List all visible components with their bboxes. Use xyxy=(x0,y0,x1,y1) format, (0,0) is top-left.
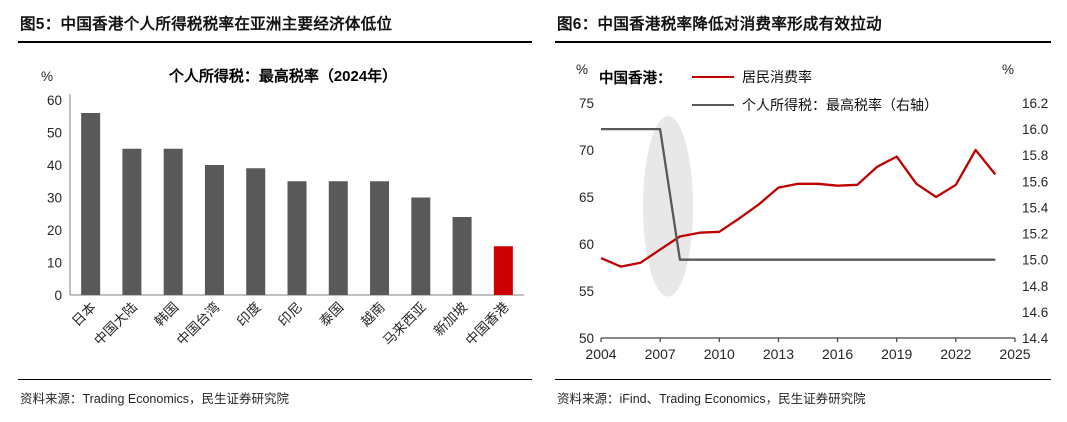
fig5-y-tick: 40 xyxy=(47,158,62,173)
fig5-source: 资料来源：Trading Economics，民生证券研究院 xyxy=(18,379,532,407)
bar-马来西亚 xyxy=(411,197,431,295)
fig5-x-label-日本: 日本 xyxy=(69,299,99,329)
fig6-right-tick: 14.4 xyxy=(1022,331,1049,346)
bar-越南 xyxy=(370,181,390,295)
figure-5: 图5：中国香港个人所得税税率在亚洲主要经济体低位 个人所得税：最高税率（2024… xyxy=(18,10,532,422)
fig6-x-tick: 2010 xyxy=(704,346,735,362)
fig5-chart-title: 个人所得税：最高税率（2024年） xyxy=(168,67,397,85)
fig6-right-tick: 15.6 xyxy=(1022,174,1048,189)
fig5-y-tick: 20 xyxy=(47,223,62,238)
bar-中国台湾 xyxy=(204,165,224,295)
figure-6: 图6：中国香港税率降低对消费率形成有效拉动 50 55 60 65 70 75 14.4 14… xyxy=(555,10,1051,422)
fig5-y-tick: 30 xyxy=(47,191,62,206)
fig6-x-tick: 2007 xyxy=(645,346,676,362)
fig6-x-tick: 2025 xyxy=(999,346,1030,362)
bar-泰国 xyxy=(328,181,348,295)
fig6-chart-area: 50 55 60 65 70 75 14.4 14.6 14.8 15.0 15.2 15.4 15.6… xyxy=(555,45,1051,377)
fig6-right-tick: 16.0 xyxy=(1022,122,1048,137)
fig5-x-label-泰国: 泰国 xyxy=(317,300,347,330)
fig5-y-tick: 50 xyxy=(47,126,62,141)
fig6-left-tick: 70 xyxy=(579,143,594,158)
highlight-ellipse xyxy=(643,116,694,297)
bar-日本 xyxy=(81,113,101,295)
fig6-right-tick: 15.8 xyxy=(1022,148,1048,163)
series-line-right xyxy=(601,127,996,261)
bar-印度 xyxy=(246,168,266,295)
fig5-y-tick: 10 xyxy=(47,256,62,271)
fig6-right-tick: 16.2 xyxy=(1022,96,1048,111)
bar-韩国 xyxy=(163,148,183,295)
fig5-x-label-韩国: 韩国 xyxy=(152,300,182,330)
bar-新加坡 xyxy=(452,217,472,295)
fig6-x-tick: 2013 xyxy=(763,346,794,362)
series-line-left xyxy=(600,148,997,268)
fig6-left-tick: 60 xyxy=(579,237,594,252)
bar-中国大陆 xyxy=(122,148,142,295)
fig5-y-tick: 60 xyxy=(47,93,62,108)
fig6-right-tick: 15.4 xyxy=(1022,200,1049,215)
fig5-x-label-新加坡: 新加坡 xyxy=(431,299,471,339)
fig6-left-tick: 55 xyxy=(579,284,594,299)
fig5-x-label-印度: 印度 xyxy=(234,300,264,330)
fig6-right-tick: 15.0 xyxy=(1022,253,1048,268)
fig6-header: 图6：中国香港税率降低对消费率形成有效拉动 xyxy=(555,10,1051,43)
fig5-x-label-中国香港: 中国香港 xyxy=(463,299,512,348)
fig5-x-label-马来西亚: 马来西亚 xyxy=(380,300,429,349)
fig6-x-tick: 2022 xyxy=(940,346,971,362)
fig6-x-tick: 2016 xyxy=(822,346,853,362)
fig6-right-tick: 14.8 xyxy=(1022,279,1048,294)
fig5-header: 图5：中国香港个人所得税税率在亚洲主要经济体低位 xyxy=(18,10,532,43)
fig5-x-label-越南: 越南 xyxy=(358,300,388,330)
fig6-left-tick: 50 xyxy=(579,331,594,346)
fig5-y-axis-unit: % xyxy=(41,69,53,84)
fig6-right-tick: 14.6 xyxy=(1022,305,1048,320)
fig6-left-tick: 65 xyxy=(579,190,594,205)
bar-中国香港 xyxy=(493,246,513,295)
fig6-right-tick: 15.2 xyxy=(1022,227,1048,242)
fig6-source: 资料来源：iFind、Trading Economics，民生证券研究院 xyxy=(555,379,1051,407)
fig6-x-tick: 2019 xyxy=(881,346,912,362)
fig6-x-tick: 2004 xyxy=(585,346,616,362)
fig5-x-label-中国台湾: 中国台湾 xyxy=(173,299,222,348)
fig5-x-label-中国大陆: 中国大陆 xyxy=(91,300,140,349)
fig5-x-label-印尼: 印尼 xyxy=(275,300,305,330)
fig6-line-chart: 50 55 60 65 70 75 14.4 14.6 14.8 15.0 15.2 15.4 15.6… xyxy=(579,96,1049,362)
fig5-y-tick: 0 xyxy=(54,288,62,303)
bar-印尼 xyxy=(287,181,307,295)
fig6-left-tick: 75 xyxy=(579,96,594,111)
fig5-chart-area: 个人所得税：最高税率（2024年）% 0 10 20 30 40 50 60 日本 中国大陆 韩国中… xyxy=(18,45,532,377)
